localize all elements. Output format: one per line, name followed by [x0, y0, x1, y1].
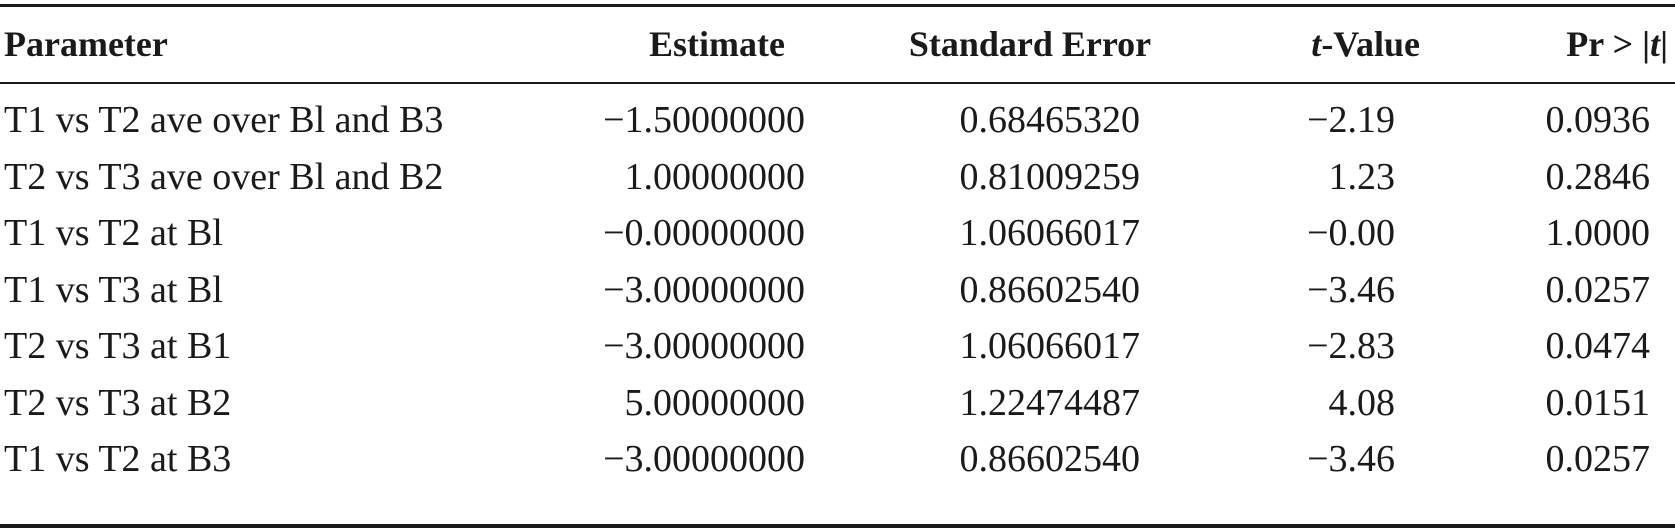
cell-parameter: T2 vs T3 ave over Bl and B2	[4, 155, 444, 198]
cell-t-value: −3.46	[1307, 268, 1395, 311]
header-p-suffix: |	[1660, 24, 1668, 64]
cell-t-value: 1.23	[1328, 155, 1396, 198]
table-row: T2 vs T3 ave over Bl and B2 1.00000000 0.8…	[0, 147, 1675, 207]
cell-parameter: T1 vs T3 at Bl	[4, 268, 223, 311]
cell-estimate: −1.50000000	[603, 99, 805, 141]
cell-p-value: 1.0000	[1545, 212, 1651, 254]
cell-t-value: −2.19	[1307, 99, 1395, 141]
cell-standard-error: 0.68465320	[959, 99, 1141, 141]
cell-p-value: 0.0474	[1545, 325, 1651, 367]
table-row: T1 vs T2 at B3 −3.00000000 0.86602540 −3.46…	[0, 429, 1675, 489]
cell-p-value: 0.0936	[1545, 99, 1651, 141]
cell-estimate: −3.00000000	[603, 325, 805, 367]
table-row: T2 vs T3 at B1 −3.00000000 1.06066017 −2.83…	[0, 316, 1675, 376]
cell-t-value: 4.08	[1328, 381, 1396, 424]
table-header-row: Parameter Estimate Standard Error t-Valu…	[0, 14, 1675, 74]
cell-parameter: T1 vs T2 at B3	[4, 438, 232, 480]
cell-standard-error: 0.86602540	[959, 268, 1141, 311]
cell-estimate: −3.00000000	[603, 438, 805, 480]
cell-t-value: −3.46	[1307, 438, 1395, 480]
cell-parameter: T1 vs T2 ave over Bl and B3	[4, 99, 444, 141]
table-row: T1 vs T3 at Bl −3.00000000 0.86602540 −3.46…	[0, 260, 1675, 320]
header-t-value-italic: t	[1311, 24, 1322, 64]
header-p-t: t	[1650, 24, 1661, 64]
header-parameter: Parameter	[4, 24, 168, 64]
table-top-rule	[0, 4, 1675, 7]
cell-parameter: T2 vs T3 at B2	[4, 381, 232, 424]
header-p-value: Pr > |t|	[1470, 14, 1668, 74]
cell-t-value: −0.00	[1307, 212, 1395, 254]
header-t-value: t-Value	[1250, 14, 1420, 74]
cell-estimate: 5.00000000	[624, 381, 806, 424]
cell-estimate: −3.00000000	[603, 268, 805, 311]
cell-standard-error: 1.06066017	[959, 325, 1141, 367]
table-header-rule	[0, 82, 1675, 84]
table-row: T1 vs T2 ave over Bl and B3 −1.50000000 0.…	[0, 90, 1675, 150]
header-estimate: Estimate	[649, 24, 785, 64]
cell-standard-error: 1.06066017	[959, 212, 1141, 254]
cell-p-value: 0.2846	[1545, 155, 1651, 198]
cell-p-value: 0.0151	[1545, 381, 1651, 424]
cell-standard-error: 0.86602540	[959, 438, 1141, 480]
header-t-value-rest: -Value	[1321, 24, 1420, 64]
cell-t-value: −2.83	[1307, 325, 1395, 367]
cell-p-value: 0.0257	[1545, 438, 1651, 480]
cell-parameter: T2 vs T3 at B1	[4, 325, 232, 367]
cell-estimate: 1.00000000	[624, 155, 806, 198]
cell-p-value: 0.0257	[1545, 268, 1651, 311]
table-bottom-rule	[0, 524, 1675, 528]
table-row: T1 vs T2 at Bl −0.00000000 1.06066017 −0.00…	[0, 203, 1675, 263]
cell-parameter: T1 vs T2 at Bl	[4, 212, 223, 254]
cell-standard-error: 1.22474487	[959, 381, 1141, 424]
header-standard-error: Standard Error	[908, 24, 1152, 64]
header-p-prefix: Pr > |	[1566, 24, 1651, 64]
table-row: T2 vs T3 at B2 5.00000000 1.22474487 4.08 0.…	[0, 373, 1675, 433]
cell-standard-error: 0.81009259	[959, 155, 1141, 198]
cell-estimate: −0.00000000	[603, 212, 805, 254]
